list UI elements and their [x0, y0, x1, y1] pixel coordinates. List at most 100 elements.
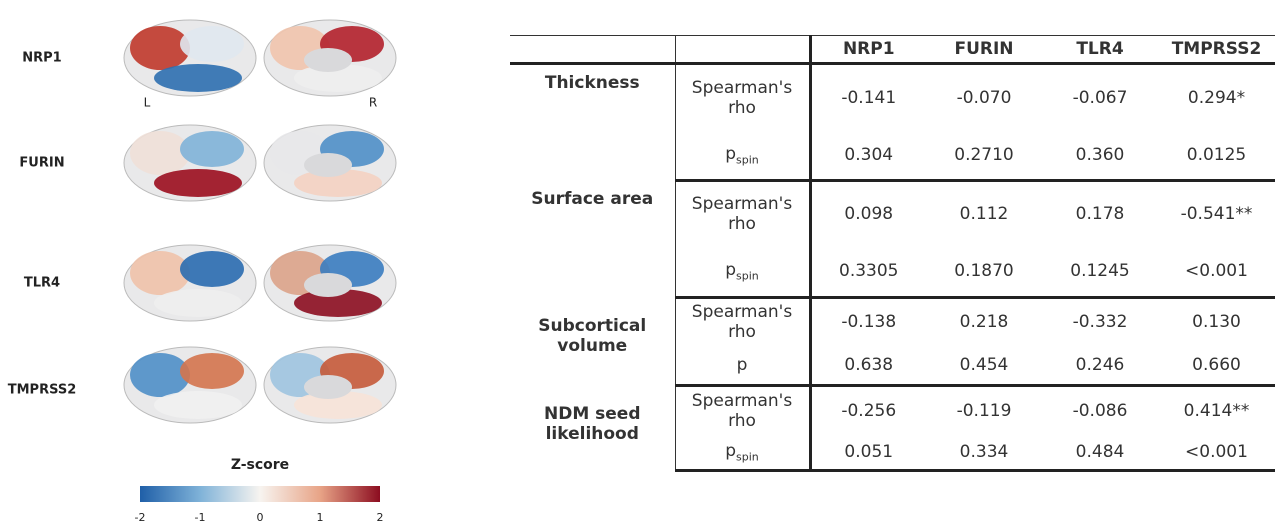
colorbar-tick: 2: [377, 511, 384, 524]
colorbar: [140, 486, 380, 502]
stat-cell: Spearman's rho: [675, 297, 812, 346]
header-cell: TMPRSS2: [1158, 35, 1275, 65]
stat-label: Spearman's rho: [691, 302, 793, 343]
measure-cell: NDM seed likelihood: [510, 385, 676, 471]
brain-region: [154, 64, 242, 92]
table-row: Surface area Spearman's rho 0.098 0.112 0.17…: [510, 180, 1275, 298]
value-cell: 0.1870: [926, 245, 1042, 299]
value-cell: -0.119: [956, 401, 1012, 422]
value-cell: 0.294*: [1187, 87, 1246, 108]
value-cell: 0.098: [844, 203, 894, 224]
brain-region: [180, 251, 244, 287]
value-cell: 0.638: [810, 345, 926, 387]
colorbar-title: Z-score: [231, 457, 289, 473]
brain-medial: [304, 273, 352, 297]
colorbar-tick: -2: [135, 511, 146, 524]
table-row: p 0.638 0.454 0.246 0.660: [510, 345, 1275, 387]
results-table: NRP1 FURIN TLR4 TMPRSS2 Thickness Spearman's …: [510, 35, 1275, 472]
brain-figure: Z-score NRP1 FURIN TLR4 TMPRSS2 L R -2 -1 0 1 2: [8, 19, 397, 524]
stat-subscript: spin: [736, 152, 759, 166]
value-cell: -0.070: [956, 87, 1012, 108]
value-cell: 0.414**: [1183, 401, 1250, 422]
value-cell: 0.2710: [926, 130, 1042, 182]
brain-region: [130, 26, 190, 70]
brain-region: [294, 169, 382, 197]
brain-medial: [304, 153, 352, 177]
gene-label: TMPRSS2: [8, 383, 77, 398]
brain-region: [130, 251, 190, 295]
hemisphere-label: R: [369, 96, 377, 110]
value-cell: 0.1245: [1042, 245, 1158, 299]
value-cell: 0.130: [1192, 312, 1241, 333]
stat-label: p: [725, 143, 737, 164]
brain-map: [263, 244, 397, 322]
table-row: Thickness Spearman's rho -0.141 -0.070 -0.06…: [510, 63, 1275, 181]
gene-label: TLR4: [24, 276, 60, 291]
table-row: NDM seed likelihood Spearman's rho -0.256 -…: [510, 385, 1275, 471]
table-row: pspin 0.051 0.334 0.484 <0.001: [510, 435, 1275, 472]
value-cell: <0.001: [1158, 435, 1275, 472]
value-cell: -0.141: [841, 87, 897, 108]
stat-cell: pspin: [675, 435, 812, 472]
brain-region: [180, 26, 244, 62]
brain-map: [263, 19, 397, 97]
brain-region: [180, 353, 244, 389]
table-row: pspin 0.3305 0.1870 0.1245 <0.001: [510, 245, 1275, 299]
value-cell: 0.660: [1158, 345, 1275, 387]
stat-label: Spearman's rho: [691, 193, 793, 234]
brain-region: [294, 289, 382, 317]
value-cell: 0.112: [959, 203, 1009, 224]
value-cell: -0.541**: [1180, 203, 1253, 224]
brain-map: [123, 346, 257, 424]
table-row: pspin 0.304 0.2710 0.360 0.0125: [510, 130, 1275, 182]
header-cell: NRP1: [810, 35, 926, 65]
stat-label: p: [725, 441, 737, 462]
value-cell: -0.332: [1072, 312, 1128, 333]
stat-label: Spearman's rho: [691, 391, 793, 432]
stat-label: p: [725, 259, 737, 280]
brain-region: [154, 169, 242, 197]
value-cell: -0.067: [1072, 87, 1128, 108]
gene-label: NRP1: [22, 51, 61, 66]
value-cell: 0.360: [1042, 130, 1158, 182]
stat-subscript: spin: [736, 268, 759, 282]
stat-subscript: spin: [736, 450, 759, 464]
stat-cell: Spearman's rho: [675, 180, 812, 246]
brain-region: [130, 353, 190, 397]
stat-cell: pspin: [675, 130, 812, 182]
value-cell: 0.178: [1075, 203, 1125, 224]
value-cell: <0.001: [1158, 245, 1275, 299]
gene-label: FURIN: [19, 156, 64, 171]
value-cell: 0.246: [1042, 345, 1158, 387]
header-row: NRP1 FURIN TLR4 TMPRSS2: [510, 35, 1275, 65]
colorbar-tick: 1: [317, 511, 324, 524]
brain-map: [263, 346, 397, 424]
brain-region: [130, 131, 190, 175]
brain-medial: [304, 48, 352, 72]
value-cell: 0.218: [959, 312, 1009, 333]
stat-cell: p: [675, 345, 812, 387]
table-row: Subcortical volume Spearman's rho -0.138 0.…: [510, 297, 1275, 386]
brain-map: [123, 124, 257, 202]
header-cell: [675, 35, 812, 65]
value-cell: 0.334: [926, 435, 1042, 472]
value-cell: 0.484: [1042, 435, 1158, 472]
brain-map: [123, 244, 257, 322]
measure-cell: Subcortical volume: [510, 297, 676, 386]
colorbar-tick: 0: [257, 511, 264, 524]
value-cell: -0.086: [1072, 401, 1128, 422]
brain-region: [154, 289, 242, 317]
value-cell: 0.3305: [810, 245, 926, 299]
value-cell: 0.454: [926, 345, 1042, 387]
header-cell: [510, 35, 676, 65]
header-cell: FURIN: [926, 35, 1042, 65]
measure-cell: Thickness: [510, 63, 676, 181]
stat-cell: Spearman's rho: [675, 385, 812, 436]
stat-cell: pspin: [675, 245, 812, 299]
brain-region: [154, 391, 242, 419]
stat-label: Spearman's rho: [691, 77, 793, 118]
brain-map: [123, 19, 257, 97]
brain-medial: [304, 375, 352, 399]
brain-region: [294, 64, 382, 92]
